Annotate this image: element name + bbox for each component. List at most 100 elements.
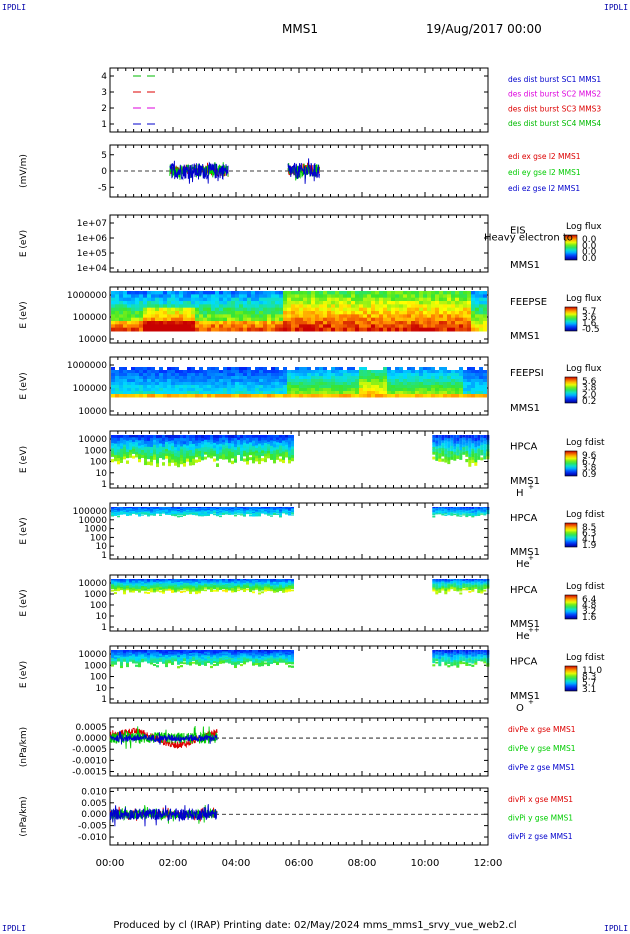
feepse-panel-y-label: E (eV) [19,301,29,328]
corner-label-bottom-right: IPDLI [604,924,629,933]
feepse-panel-y-tick-label: 1000000 [67,291,107,301]
hpca-h-panel-y-tick-label: 10 [96,469,108,479]
divpe-panel-time-ticks [109,718,489,776]
hpca-h-panel-charge-label: + [528,483,534,491]
hpca-o-panel-instrument-label: HPCA [510,657,538,668]
feepsi-panel-spectrogram [111,367,487,398]
hpca-o-panel-y-tick-label: 10 [96,684,108,694]
burst-panel-frame [109,67,489,133]
divpi-panel-series-z [109,804,218,827]
hpca-he2-panel-y-tick-label: 100 [90,601,107,611]
hpca-he-panel-y-tick-label: 10 [96,542,108,552]
divpi-panel-y-label: (nPa/km) [19,796,29,836]
x-tick-label: 04:00 [222,858,251,869]
stacked-chart: 4 3 2 1 des dist burst SC1 MMS1 des dist burs… [19,67,605,869]
burst-panel-y-tick-label: 3 [101,88,107,98]
hpca-he2-panel-colorbar-tick: 1.6 [582,613,597,623]
hpca-he2-panel-y-tick-label: 1 [101,623,107,633]
burst-panel-y-tick-label: 1 [101,120,107,130]
eis-panel-y-tick-label: 1e+06 [77,234,108,244]
hpca-h-panel-y-tick-label: 1 [101,480,107,490]
hpca-o-panel-mms-label: MMS1 [510,691,540,702]
hpca-he-panel-species-label: He [516,559,530,570]
hpca-h-panel-colorbar [564,450,578,477]
divpi-panel-legend-entry: divPi z gse MMS1 [508,832,573,841]
hpca-he2-panel-colorbar-tick: 4.8 [582,601,597,611]
divpe-panel-y-tick-label: 0.0005 [76,723,108,733]
feepsi-panel-instrument-label: FEEPSI [510,368,544,379]
feepsi-panel-colorbar-tick: 3.8 [582,384,597,394]
divpe-panel-series-z [110,731,218,745]
hpca-o-panel-colorbar-tick: 5.7 [582,679,596,689]
edi-panel-legend-entry: edi ex gse l2 MMS1 [508,152,581,161]
edi-panel-y-tick-label: 5 [101,151,107,161]
divpi-panel-time-ticks [109,788,489,845]
divpi-panel-y-tick-label: -0.010 [78,833,107,843]
feepsi-panel-colorbar-tick: 0.2 [582,397,596,407]
divpe-panel-legend-entry: divPe x gse MMS1 [508,725,576,734]
hpca-h-panel-mms-label: MMS1 [510,476,540,487]
hpca-he2-panel-colorbar [564,594,578,620]
hpca-he-panel-colorbar-tick: 4.1 [582,535,596,545]
corner-label-bottom-left: IPDLI [2,924,27,933]
edi-panel-legend-entry: edi ez gse l2 MMS1 [508,184,580,193]
hpca-o-panel-species-label: O [516,703,524,714]
x-axis: 00:00 02:00 04:00 06:00 08:00 10:00 12:00 [96,858,503,869]
hpca-h-panel-colorbar-title: Log fdist [566,438,605,448]
feepsi-panel-y-tick-label: 100000 [73,384,108,394]
divpi-panel-legend-entry: divPi x gse MMS1 [508,795,573,804]
edi-panel-series-z [169,160,229,184]
hpca-he-panel-colorbar-tick: 8.5 [582,523,596,533]
eis-panel-instrument-label: EIS [510,226,526,237]
hpca-he2-panel-spectrogram [111,579,490,595]
hpca-he-panel-colorbar-tick: 6.3 [582,529,596,539]
hpca-he2-panel-colorbar-tick: 3.2 [582,607,596,617]
eis-panel-y-tick-label: 1e+05 [77,249,107,259]
hpca-he-panel-y-tick-label: 100 [90,533,107,543]
eis-panel-colorbar-tick: 0.0 [582,254,597,264]
hpca-he-panel-instrument-label: HPCA [510,513,538,524]
eis-panel-mms-label: MMS1 [510,260,540,271]
feepse-panel-colorbar-tick: -0.5 [582,325,600,335]
hpca-he-panel-frame-top [109,502,489,560]
divpe-panel-y-tick-label: -0.0015 [72,768,107,778]
feepsi-panel-y-label: E (eV) [19,372,29,399]
hpca-he2-panel-colorbar-title: Log fdist [566,582,605,592]
hpca-o-panel-colorbar-tick: 3.1 [582,685,596,695]
burst-panel-y-ticks: 4 3 2 1 [101,72,488,130]
corner-label-top-left: IPDLI [2,3,27,12]
feepse-panel-frame-top [109,286,489,344]
hpca-he-panel-y-label: E (eV) [19,517,29,544]
hpca-h-panel-colorbar-tick: 6.7 [582,457,596,467]
eis-panel-colorbar-tick: 0.0 [582,241,597,251]
hpca-o-panel-frame-top [109,645,489,704]
x-tick-label: 12:00 [474,858,503,869]
eis-panel-y-tick-label: 1e+07 [77,219,107,229]
feepsi-panel-colorbar-title: Log flux [566,364,602,374]
eis-panel-note: Heavy electron to [484,233,573,244]
feepsi-panel-y-tick-label: 10000 [78,407,107,417]
divpe-panel-legend-entry: divPe z gse MMS1 [508,763,575,772]
feepsi-panel-mms-label: MMS1 [510,403,540,414]
hpca-he2-panel-charge-label: ++ [528,626,540,634]
hpca-he-panel-y-tick-label: 1 [101,551,107,561]
hpca-he-panel-y-tick-label: 100000 [73,507,108,517]
feepse-panel-colorbar-title: Log flux [566,294,602,304]
divpe-panel-y-tick-label: -0.0010 [72,756,107,766]
eis-panel-colorbar-tick: 0.0 [582,248,597,258]
divpe-panel-y-tick-label: 0.0000 [76,734,108,744]
feepsi-panel-frame-top [109,356,489,416]
feepse-panel-colorbar [564,306,578,332]
hpca-he-panel-y-tick-label: 10000 [78,516,107,526]
hpca-he2-panel-y-tick-label: 1000 [84,590,107,600]
divpi-panel-y-tick-label: -0.005 [78,822,107,832]
footer-text: Produced by cl (IRAP) Printing date: 02/… [113,920,517,931]
edi-panel-y-label: (mV/m) [19,154,29,188]
feepse-panel-spectrogram [111,291,487,332]
divpi-panel-y-tick-label: 0.000 [81,810,107,820]
feepse-panel-y-tick-label: 100000 [73,313,108,323]
hpca-o-panel-y-tick-label: 1000 [84,661,107,671]
divpe-panel-frame [109,717,489,777]
feepsi-panel-colorbar-tick: 2.0 [582,390,597,400]
